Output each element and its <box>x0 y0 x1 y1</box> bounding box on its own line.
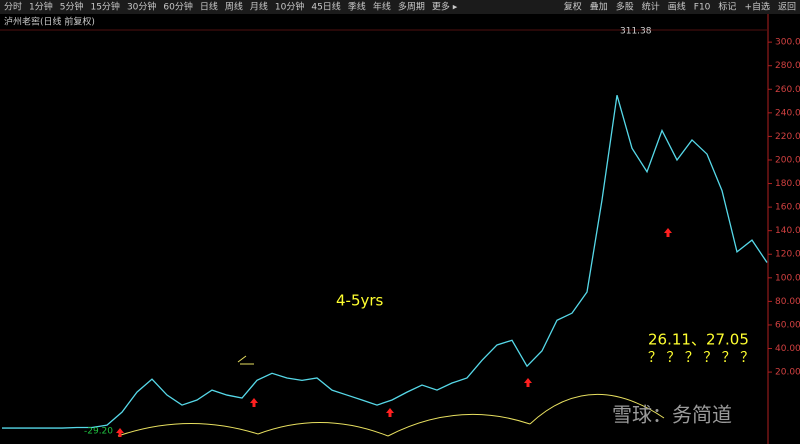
y-tick-label: 140.00 <box>775 226 800 236</box>
y-tick-label: 180.00 <box>775 179 800 189</box>
arc <box>387 413 531 437</box>
y-tick-label: 80.00 <box>775 297 800 307</box>
toolbar-tab[interactable]: 更多 ▸ <box>432 1 458 13</box>
y-tick-label: 260.00 <box>775 85 800 95</box>
y-tick-label: 20.00 <box>775 368 800 378</box>
toolbar-button[interactable]: 返回 <box>778 1 796 13</box>
toolbar-tab[interactable]: 10分钟 <box>275 1 304 13</box>
y-tick-label: 100.00 <box>775 273 800 283</box>
y-tick-label: 280.00 <box>775 61 800 71</box>
toolbar-button[interactable]: 叠加 <box>590 2 608 13</box>
toolbar-tab[interactable]: 1分钟 <box>29 1 53 13</box>
annotation: 雪球：务简道 <box>612 403 732 427</box>
toolbar-tab[interactable]: 多周期 <box>398 1 425 13</box>
y-tick-label: 120.00 <box>775 250 800 260</box>
toolbar-button[interactable]: +自选 <box>744 1 770 13</box>
y-tick-label: 160.00 <box>775 203 800 213</box>
annotation: 311.38 <box>620 27 652 37</box>
toolbar-tab[interactable]: 月线 <box>250 1 268 13</box>
toolbar-tab[interactable]: 45日线 <box>311 1 340 13</box>
scribble <box>237 355 254 365</box>
arrow <box>386 408 394 417</box>
y-tick-label: 60.00 <box>775 320 800 330</box>
annotation: ？ ？ ？ ？ ？ ？ <box>648 350 754 366</box>
toolbar-button[interactable]: 复权 <box>564 1 582 13</box>
arrows <box>116 228 672 437</box>
y-tick-label: 240.00 <box>775 108 800 118</box>
toolbar-tab[interactable]: 季线 <box>348 1 366 13</box>
y-tick-label: 300.00 <box>775 38 800 48</box>
toolbar-button[interactable]: 统计 <box>642 1 660 13</box>
annotation: -29.20 <box>84 427 113 437</box>
toolbar-tab[interactable]: 周线 <box>225 1 243 13</box>
arc <box>529 393 665 425</box>
toolbar-button[interactable]: 画线 <box>668 1 686 13</box>
toolbar-tab[interactable]: 日线 <box>200 1 218 13</box>
arrow <box>116 428 124 437</box>
annotation: 26.11、27.05 <box>648 331 749 349</box>
toolbar-button[interactable]: 标记 <box>718 1 736 13</box>
arrow <box>250 398 258 407</box>
toolbar-bg <box>0 0 800 14</box>
arc <box>117 422 259 437</box>
toolbar-tab[interactable]: 15分钟 <box>90 1 119 13</box>
y-tick-label: 40.00 <box>775 344 800 354</box>
toolbar-tab[interactable]: 30分钟 <box>127 1 156 13</box>
y-tick-label: 200.00 <box>775 155 800 165</box>
arrow <box>524 378 532 387</box>
toolbar-tab[interactable]: 年线 <box>373 1 391 13</box>
annotation: 4-5yrs <box>336 292 384 310</box>
toolbar-button[interactable]: 多股 <box>616 1 634 13</box>
toolbar-tab[interactable]: 60分钟 <box>163 1 192 13</box>
cycle-arcs <box>117 355 665 437</box>
price-line <box>2 94 768 429</box>
toolbar-tab[interactable]: 5分钟 <box>60 1 84 13</box>
arrow <box>664 228 672 237</box>
arc <box>257 422 389 437</box>
y-tick-label: 220.00 <box>775 132 800 142</box>
toolbar-tab[interactable]: 分时 <box>4 1 22 13</box>
chart-title: 泸州老窖(日线 前复权) <box>4 16 95 28</box>
toolbar-button[interactable]: F10 <box>694 3 711 13</box>
